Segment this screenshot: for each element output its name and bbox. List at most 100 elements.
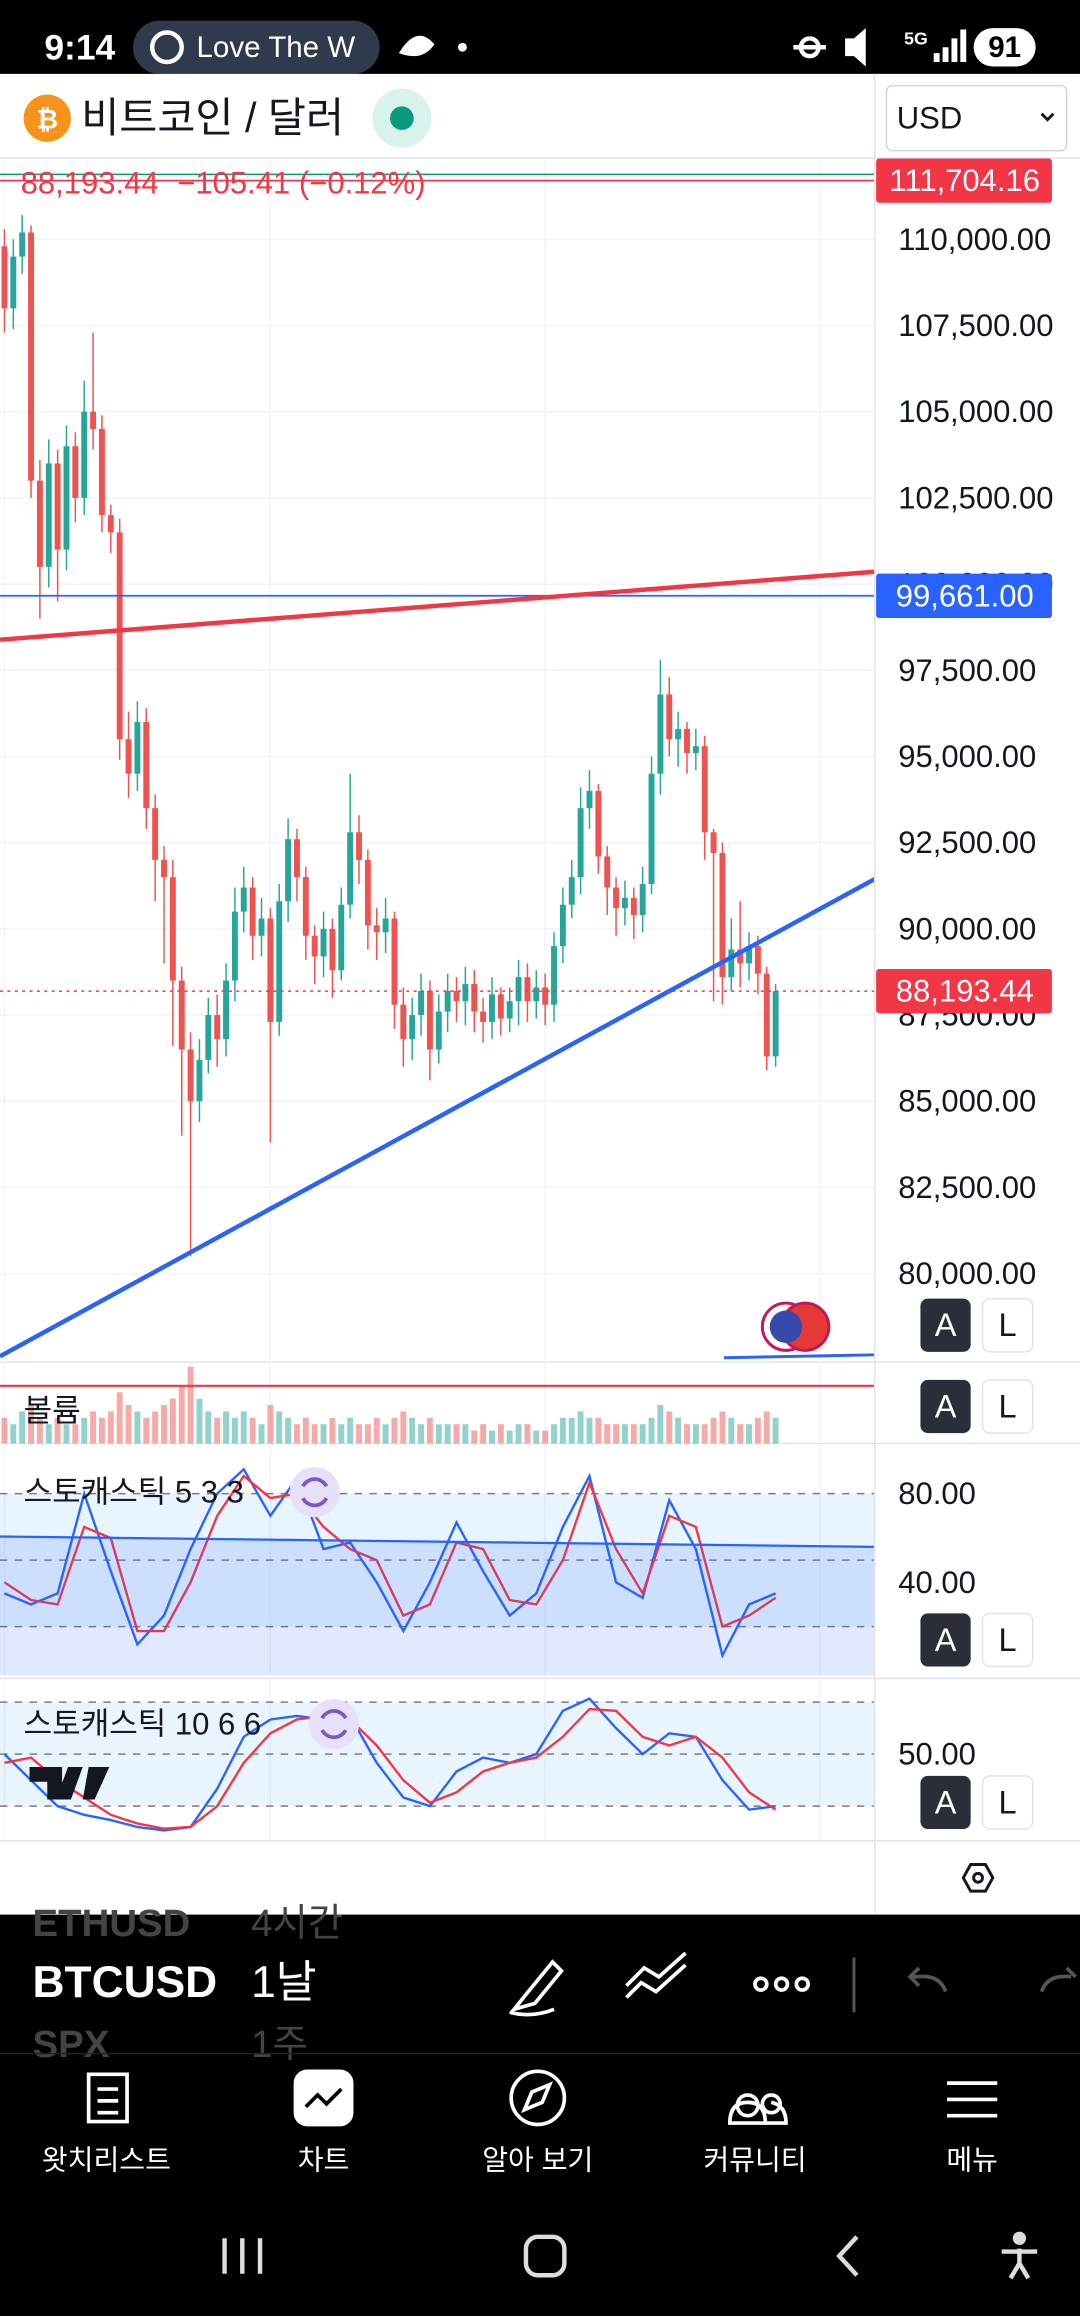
scale-button[interactable] xyxy=(920,1379,971,1434)
volume-bar xyxy=(497,1424,504,1444)
chart-icon-glyph xyxy=(304,2087,343,2109)
volume-bar xyxy=(364,1424,371,1444)
volume-bar xyxy=(613,1424,620,1444)
undo[interactable] xyxy=(907,1966,948,1993)
candle-body xyxy=(462,984,469,1002)
tradingview-logo xyxy=(29,1766,110,1800)
nav-label[interactable]: 커뮤니티 xyxy=(703,2144,806,2175)
candle-body xyxy=(205,1015,212,1060)
scale-button[interactable] xyxy=(981,1297,1034,1353)
volume-bar xyxy=(666,1411,673,1444)
line-tool[interactable] xyxy=(625,1951,687,1999)
trend-line[interactable] xyxy=(0,1535,875,1548)
candle-body xyxy=(63,446,70,550)
volume-bar xyxy=(231,1417,238,1444)
candle-body xyxy=(134,722,141,774)
candle-body xyxy=(1,246,8,309)
scale-button[interactable] xyxy=(920,1775,971,1830)
volume-bar xyxy=(418,1424,425,1444)
community-icon[interactable] xyxy=(728,2093,788,2125)
candle-body xyxy=(515,977,522,1002)
indicator-icon[interactable] xyxy=(308,1699,360,1750)
candle-body xyxy=(524,977,531,1002)
volume-bar xyxy=(710,1417,717,1444)
indicator-icon-glyph xyxy=(320,1709,348,1740)
price-tag-label: 99,661.00 xyxy=(896,578,1034,613)
trend-line[interactable] xyxy=(0,877,875,1359)
nav-label[interactable]: 왓치리스트 xyxy=(42,2144,171,2175)
nav-label[interactable]: 알아 보기 xyxy=(482,2144,593,2175)
scale-button[interactable] xyxy=(981,1612,1034,1668)
price-change: −105.41 (−0.12%) xyxy=(177,166,425,201)
symbol-title[interactable]: 비트코인 / 달러 xyxy=(81,95,344,141)
accessibility-button[interactable] xyxy=(1001,2248,1038,2280)
volume-bar xyxy=(125,1405,132,1444)
volume-bar xyxy=(382,1424,389,1444)
candle-body xyxy=(293,839,300,878)
currency-select[interactable] xyxy=(885,84,1068,152)
volume-bar xyxy=(63,1424,70,1444)
watchlist-icon[interactable] xyxy=(86,2072,129,2124)
candle-body xyxy=(586,790,593,809)
explore-icon[interactable] xyxy=(509,2069,567,2127)
mute-icon xyxy=(845,28,866,67)
volume-bar xyxy=(630,1424,637,1444)
indicator-icon[interactable] xyxy=(289,1467,340,1518)
candle-body xyxy=(258,918,265,936)
interval-option[interactable]: 1주 xyxy=(251,2023,308,2066)
volume-bar xyxy=(196,1398,203,1444)
volume-bar xyxy=(373,1417,380,1444)
scale-button[interactable] xyxy=(920,1613,971,1667)
volume-bar xyxy=(621,1424,628,1444)
pane-title: 스토캐스틱 10 6 6 xyxy=(24,1707,262,1742)
nav-label[interactable]: 차트 xyxy=(298,2144,350,2175)
interval-option[interactable]: 4시간 xyxy=(251,1902,343,1945)
candle-body xyxy=(506,1001,513,1019)
trend-line[interactable] xyxy=(0,569,875,642)
chart-icon[interactable] xyxy=(293,2069,354,2127)
more-tool[interactable] xyxy=(753,1976,810,1992)
btc-logo-glyph: ₿ xyxy=(36,105,58,135)
candle-body xyxy=(196,1059,203,1102)
volume-bar xyxy=(116,1392,123,1444)
draw-tool[interactable] xyxy=(509,1959,564,2017)
candle-body xyxy=(648,773,655,885)
redo[interactable] xyxy=(1039,1966,1077,1993)
scale-button[interactable] xyxy=(981,1775,1034,1830)
volume-bar xyxy=(285,1417,292,1444)
candle-body xyxy=(489,994,495,1022)
volume-bar xyxy=(737,1424,744,1444)
scale-button[interactable] xyxy=(920,1298,971,1352)
symbol-option[interactable]: SPX xyxy=(33,2023,110,2066)
settings-icon[interactable] xyxy=(961,1863,995,1893)
scale-button-label: L xyxy=(999,1622,1017,1658)
symbol-selected[interactable]: BTCUSD xyxy=(33,1958,218,2007)
candle-body xyxy=(373,925,380,933)
price-tag-label: 111,704.16 xyxy=(889,163,1040,198)
y-tick-label: 50.00 xyxy=(898,1737,976,1772)
horizontal-ray[interactable] xyxy=(723,1353,875,1360)
volume-bar xyxy=(134,1411,141,1444)
volume-bar xyxy=(480,1424,487,1444)
home-button[interactable] xyxy=(523,2234,567,2278)
interval-selected[interactable]: 1날 xyxy=(251,1958,316,2007)
symbol-option[interactable]: ETHUSD xyxy=(33,1902,191,1945)
back-button[interactable] xyxy=(836,2235,859,2277)
volume-bar xyxy=(506,1430,513,1444)
nav-label[interactable]: 메뉴 xyxy=(946,2144,998,2175)
recents-button[interactable] xyxy=(222,2238,263,2274)
candle-body xyxy=(692,746,699,754)
scale-button[interactable] xyxy=(981,1379,1034,1434)
battery-level: 91 xyxy=(988,31,1021,64)
candle-body xyxy=(418,990,425,1016)
volume-bar xyxy=(54,1417,61,1444)
candle-body xyxy=(169,877,176,981)
menu-icon[interactable] xyxy=(947,2081,998,2118)
candle-body xyxy=(666,694,673,740)
media-pill[interactable] xyxy=(132,20,380,74)
candle-body xyxy=(311,935,318,957)
candle-body xyxy=(754,946,761,974)
y-tick-label: 107,500.00 xyxy=(898,308,1053,343)
price-tag-label: 88,193.44 xyxy=(896,974,1034,1009)
